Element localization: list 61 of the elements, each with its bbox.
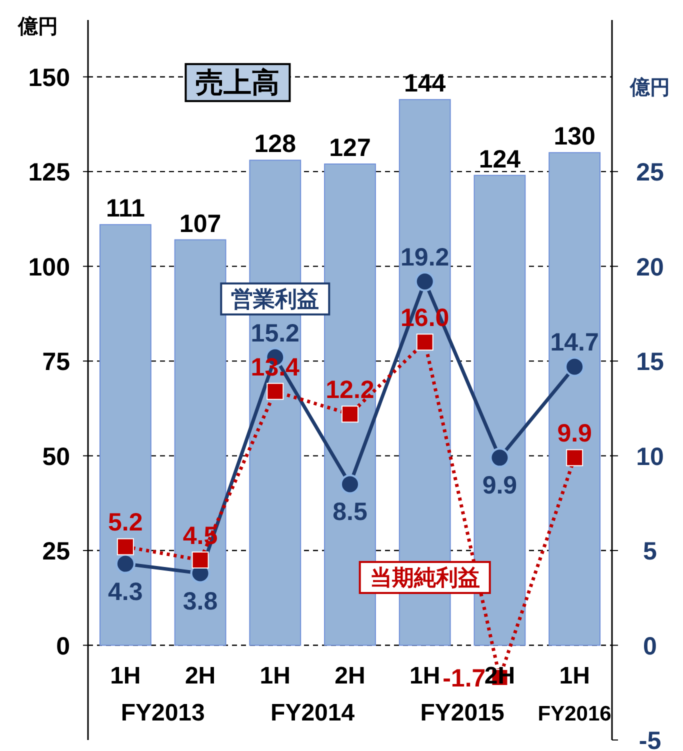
x-tick-label: 1H [260, 662, 290, 690]
data-label: 128 [254, 130, 296, 158]
y2-tick-label: 10 [636, 442, 664, 471]
point [566, 449, 584, 466]
y-axis-title: 億円 [17, 15, 58, 38]
point [192, 552, 209, 568]
y2-tick-label: 25 [636, 158, 664, 187]
data-label: 127 [329, 134, 371, 162]
bar [99, 224, 152, 646]
data-label: 130 [554, 122, 596, 151]
point [414, 271, 435, 292]
text: 営業利益 [231, 286, 320, 312]
annotation: FY2016 [538, 702, 612, 726]
point [116, 538, 134, 556]
x-tick-label: 2H [184, 662, 216, 690]
x-tick-label: 2H [334, 662, 366, 690]
point [266, 382, 284, 400]
data-label: 8.5 [332, 498, 368, 526]
data-label: 144 [404, 70, 446, 98]
data-label: 15.2 [250, 319, 300, 348]
data-label: 12.2 [326, 376, 374, 404]
y-tick-label: 50 [42, 442, 70, 471]
data-label: 3.8 [182, 587, 218, 616]
bar [174, 239, 226, 646]
data-label: 9.9 [482, 472, 518, 500]
data-label: 107 [179, 210, 222, 238]
y2-tick-label: 5 [643, 538, 658, 566]
x-tick-label: 1H [410, 662, 440, 690]
data-label: -1.7 [442, 664, 486, 692]
data-label: 14.7 [550, 328, 599, 357]
series-label: 当期純利益 [370, 564, 480, 590]
data-label: 111 [106, 194, 145, 223]
y-tick-label: 75 [42, 348, 70, 376]
bar [548, 152, 601, 646]
data-label: 4.3 [108, 578, 143, 606]
y2-tick-label: 20 [636, 253, 664, 282]
point [342, 406, 358, 423]
y2-axis-title: 億円 [629, 76, 670, 99]
x-tick-label: 1H [559, 662, 590, 690]
data-label: 124 [478, 145, 521, 174]
text: 売上高 [196, 67, 280, 98]
x-tick-label: 1H [110, 662, 141, 690]
y2-tick-label: 15 [636, 348, 664, 376]
annotation: FY2014 [270, 699, 356, 726]
data-label: 9.9 [557, 420, 592, 448]
point [490, 448, 510, 468]
point [564, 356, 585, 377]
data-label: 5.2 [108, 508, 143, 537]
y-tick-label: 0 [56, 632, 70, 660]
y-tick-label: 100 [28, 253, 70, 282]
annotation: FY2015 [420, 699, 504, 726]
point [115, 554, 136, 574]
y2-tick-label: -5 [638, 727, 662, 751]
y-tick-label: 150 [28, 64, 70, 92]
point [416, 334, 434, 351]
data-label: 19.2 [400, 243, 450, 272]
y2-tick-label: 0 [643, 632, 657, 660]
y-tick-label: 25 [42, 538, 70, 566]
point [340, 474, 360, 494]
y-tick-label: 125 [28, 158, 70, 187]
annotation: FY2013 [120, 699, 205, 726]
